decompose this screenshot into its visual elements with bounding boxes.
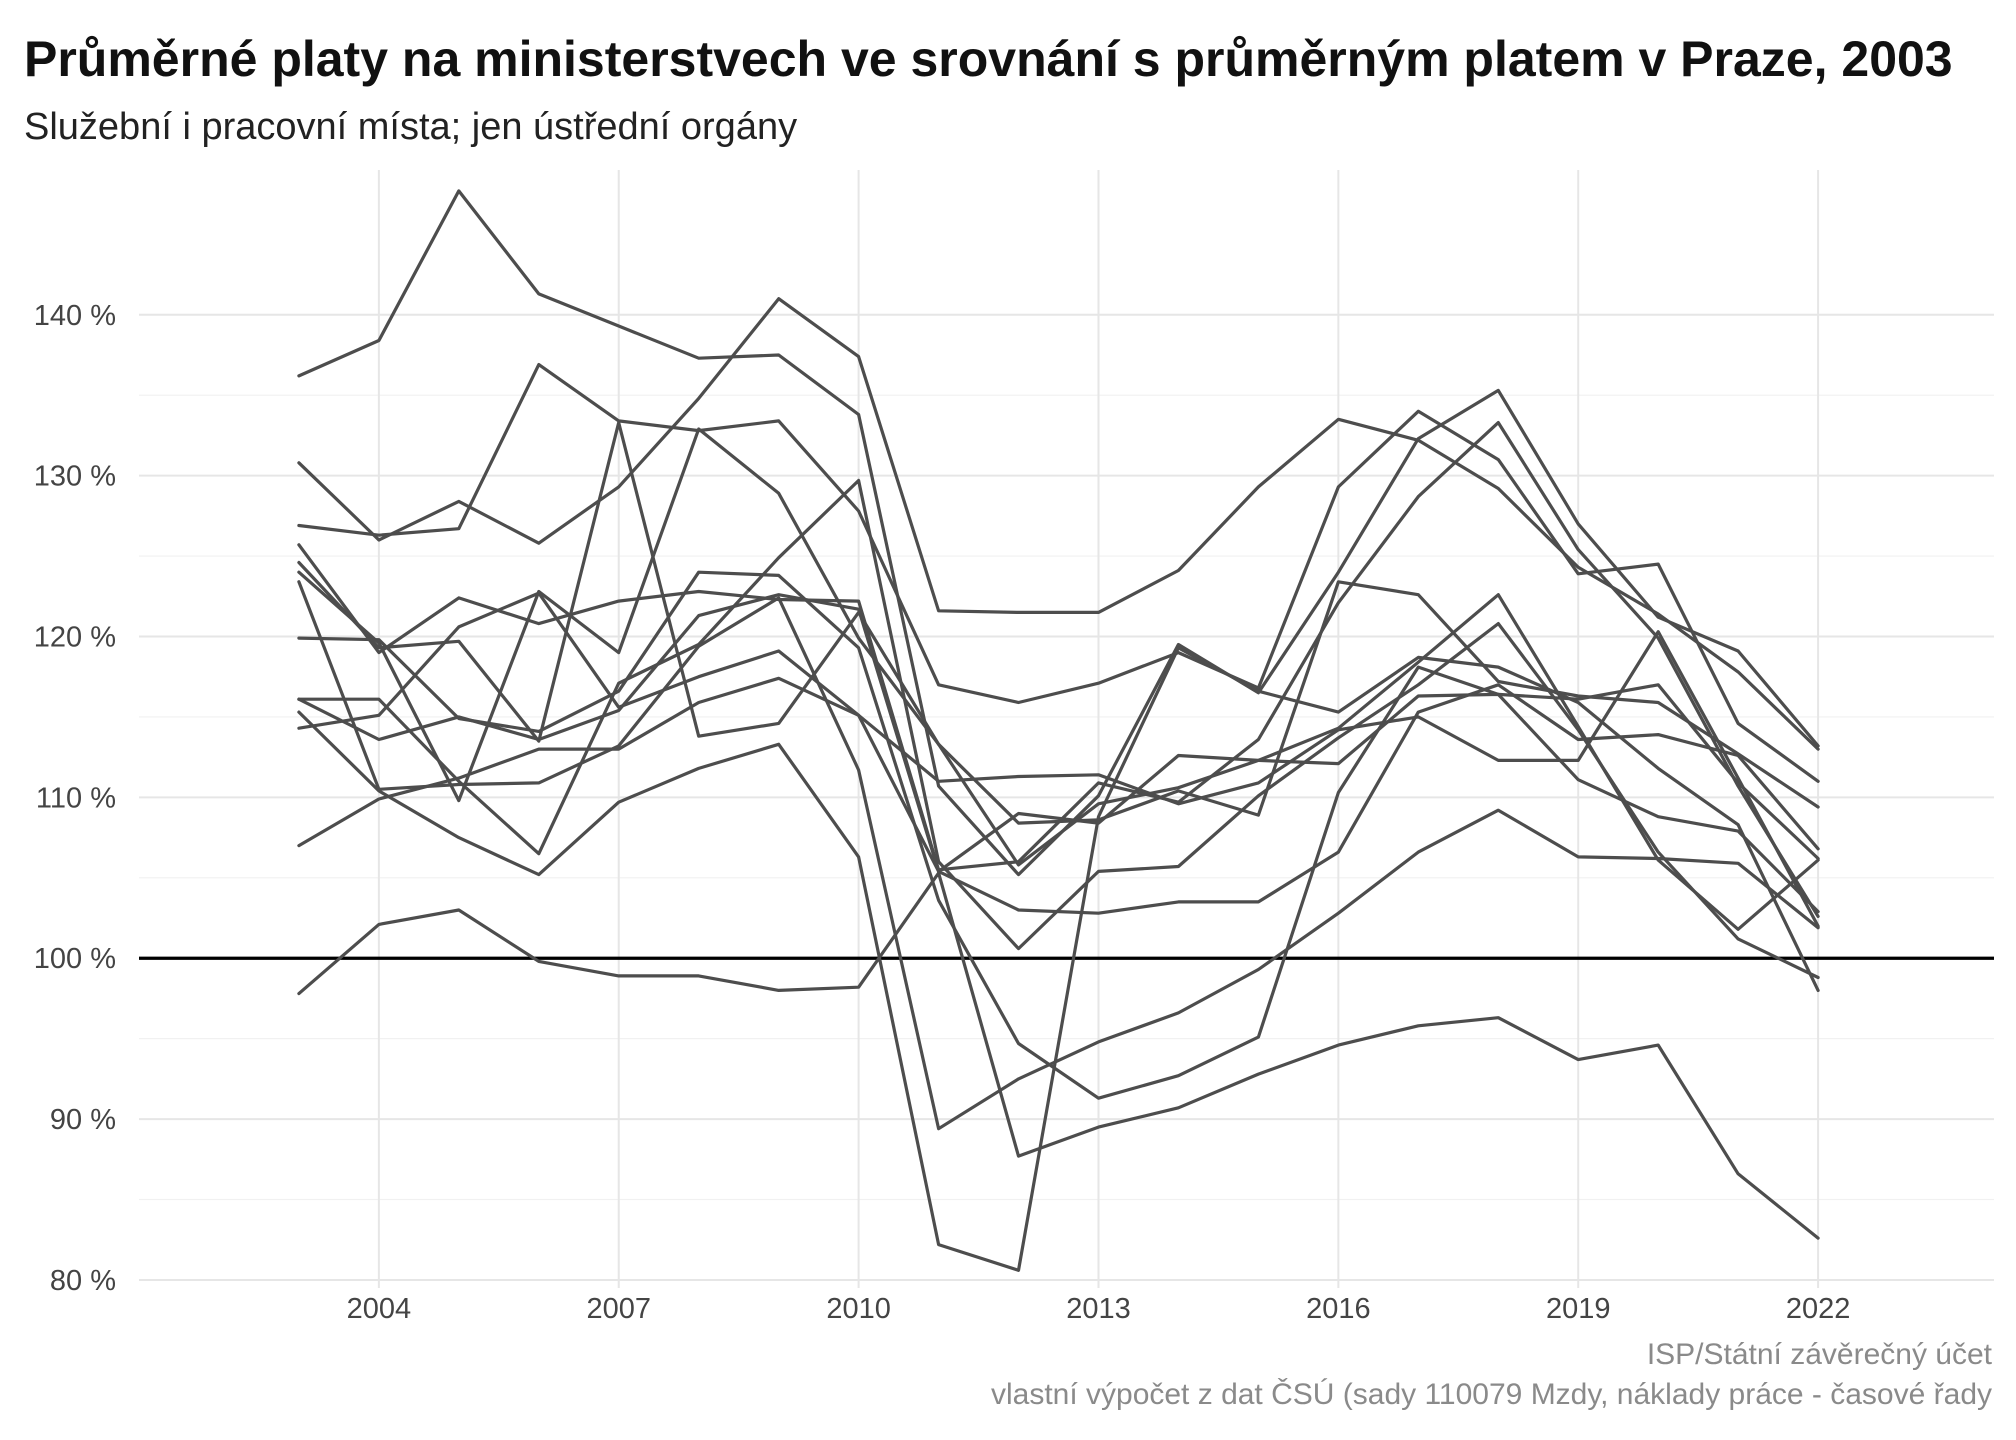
x-axis-tick-labels: 2004 2007 2010 2013 2016 2019 2022 [347, 1293, 1851, 1325]
x-tick-label: 2016 [1306, 1293, 1371, 1325]
x-tick-label: 2010 [826, 1293, 891, 1325]
series-line-11 [297, 591, 1820, 874]
series-line-10 [297, 593, 1820, 915]
x-tick-label: 2013 [1066, 1293, 1131, 1325]
source-caption: ISP/Státní závěrečný účet [1646, 1338, 1992, 1371]
y-tick-label: 120 % [34, 622, 116, 654]
y-tick-label: 100 % [34, 943, 116, 975]
series-line-1 [297, 189, 1820, 877]
x-tick-label: 2007 [586, 1293, 651, 1325]
y-tick-label: 140 % [34, 300, 116, 332]
series-line-7 [297, 570, 1820, 1100]
x-tick-label: 2022 [1786, 1293, 1851, 1325]
y-axis-tick-labels: 80 % 90 % 100 % 110 % 120 % 130 % 140 % [34, 300, 116, 1297]
chart-subtitle: Služební i pracovní místa; jen ústřední … [24, 106, 798, 148]
x-tick-label: 2019 [1546, 1293, 1611, 1325]
series-line-5 [297, 421, 1820, 825]
y-tick-label: 110 % [36, 782, 116, 814]
series-line-12 [297, 630, 1820, 928]
series-line-14 [297, 871, 1820, 1240]
method-caption: vlastní výpočet z dat ČSÚ (sady 110079 M… [990, 1378, 1992, 1411]
series-lines [297, 189, 1820, 1272]
series-line-2 [297, 297, 1820, 751]
chart-title: Průměrné platy na ministerstvech ve srov… [24, 31, 1953, 87]
series-line-3 [297, 363, 1820, 783]
y-tick-label: 130 % [34, 461, 116, 493]
series-line-6 [297, 427, 1820, 931]
x-tick-label: 2004 [347, 1293, 412, 1325]
series-line-13 [297, 580, 1820, 1131]
y-tick-label: 80 % [50, 1265, 116, 1297]
y-tick-label: 90 % [50, 1104, 116, 1136]
series-line-9 [297, 646, 1820, 1272]
